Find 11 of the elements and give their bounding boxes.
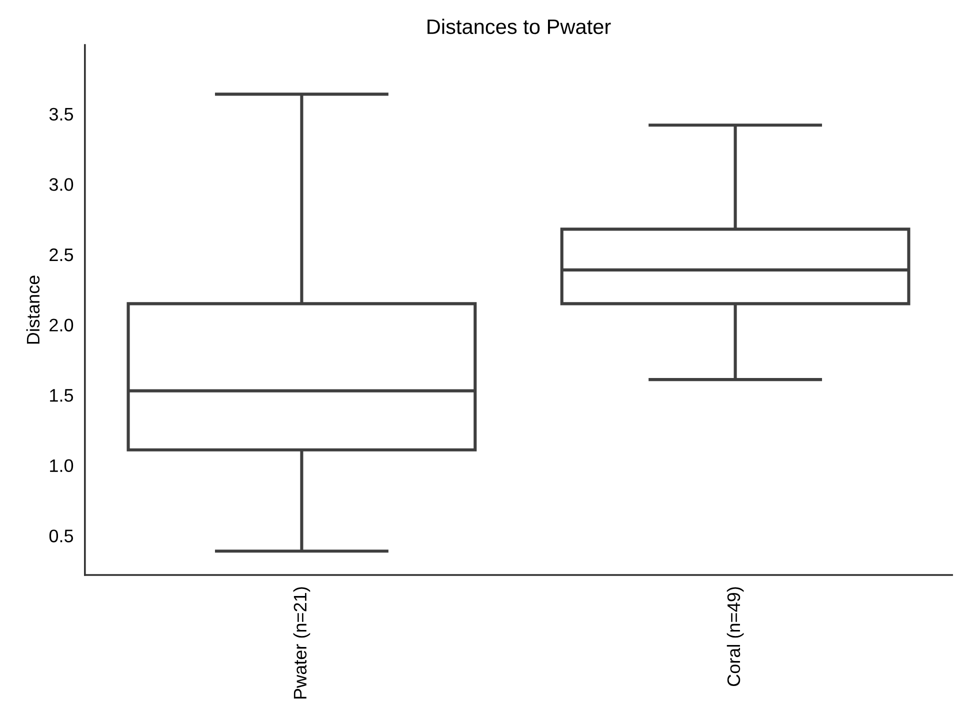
y-tick-label: 1.0 xyxy=(50,459,74,472)
y-tick-label: 0.5 xyxy=(49,530,74,542)
y-tick-label: 3.0 xyxy=(49,178,74,191)
y-tick-label: 2.0 xyxy=(50,318,74,332)
y-axis-title: Distance xyxy=(26,276,40,344)
y-tick-label: 3.5 xyxy=(49,108,74,121)
x-tick-label: Pwater (n=21) xyxy=(293,587,310,699)
x-tick-label: Coral (n=49) xyxy=(726,587,744,686)
y-tick-label: 2.5 xyxy=(50,248,74,262)
y-tick-label: 1.5 xyxy=(50,389,74,402)
chart-title: Distances to Pwater xyxy=(428,18,611,34)
